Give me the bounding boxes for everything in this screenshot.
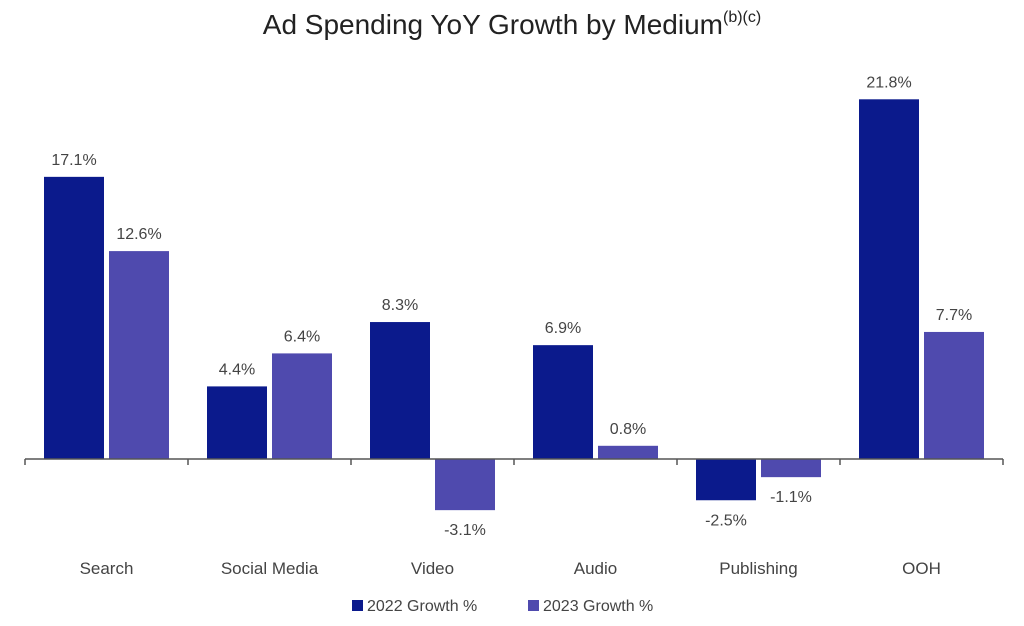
category-label: Publishing xyxy=(719,559,797,578)
legend-label: 2022 Growth % xyxy=(367,598,477,615)
bar-social-media-2022 xyxy=(207,386,267,459)
bar-audio-2023 xyxy=(598,445,658,459)
chart-title-text: Ad Spending YoY Growth by Medium xyxy=(263,9,723,40)
bar-social-media-2023 xyxy=(272,353,332,459)
data-label: 17.1% xyxy=(51,152,96,169)
bar-publishing-2023 xyxy=(761,459,821,478)
category-label: Search xyxy=(80,559,134,578)
data-label: 21.8% xyxy=(866,74,911,91)
category-label: Audio xyxy=(574,559,617,578)
data-label: 6.4% xyxy=(284,328,320,345)
category-label: OOH xyxy=(902,559,941,578)
bar-ooh-2023 xyxy=(924,331,984,459)
bar-search-2022 xyxy=(44,176,104,459)
category-label: Video xyxy=(411,559,454,578)
bar-video-2023 xyxy=(435,459,495,511)
data-label: -3.1% xyxy=(444,522,486,539)
data-label: 12.6% xyxy=(116,226,161,243)
bar-search-2023 xyxy=(109,251,169,459)
chart-title-superscript: (b)(c) xyxy=(723,9,761,26)
data-label: 7.7% xyxy=(936,307,972,324)
legend-label: 2023 Growth % xyxy=(543,598,653,615)
data-label: 0.8% xyxy=(610,421,646,438)
bar-video-2022 xyxy=(370,322,430,459)
bar-ooh-2022 xyxy=(859,99,919,460)
legend-swatch xyxy=(528,600,539,611)
data-label: 8.3% xyxy=(382,297,418,314)
bar-audio-2022 xyxy=(533,345,593,459)
data-label: -2.5% xyxy=(705,512,747,529)
bar-publishing-2022 xyxy=(696,459,756,501)
category-label: Social Media xyxy=(221,559,319,578)
data-label: 6.9% xyxy=(545,320,581,337)
chart-title: Ad Spending YoY Growth by Medium(b)(c) xyxy=(263,9,761,40)
data-label: -1.1% xyxy=(770,489,812,506)
legend-swatch xyxy=(352,600,363,611)
data-label: 4.4% xyxy=(219,361,255,378)
